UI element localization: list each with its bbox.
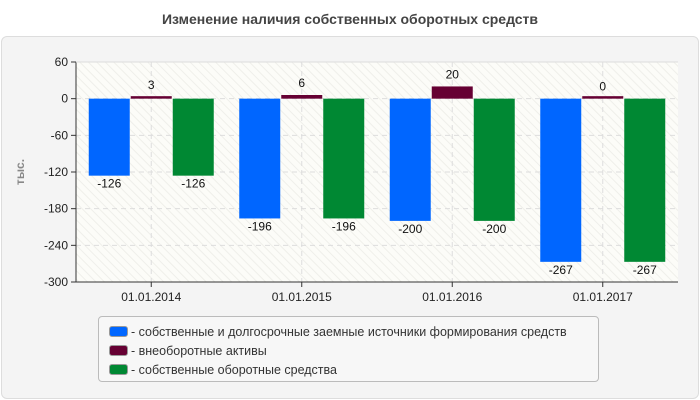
- bar: [582, 96, 624, 99]
- data-label: -126: [97, 177, 121, 191]
- bar: [172, 98, 214, 176]
- bar: [281, 95, 323, 99]
- legend-swatch: [109, 364, 128, 375]
- legend-swatch: [109, 345, 128, 356]
- legend-item: - внеоборотные активы: [109, 341, 598, 360]
- legend-item: - собственные оборотные средства: [109, 360, 598, 379]
- data-label: 20: [446, 67, 460, 81]
- y-tick-label: 0: [61, 92, 68, 106]
- bar: [431, 86, 473, 99]
- data-label: -196: [248, 219, 272, 233]
- y-tick-label: 60: [55, 55, 69, 69]
- bar: [130, 96, 172, 99]
- bar: [389, 98, 431, 221]
- bar: [540, 98, 582, 262]
- legend: - собственные и долгосрочные заемные ист…: [98, 316, 599, 382]
- bar: [473, 98, 515, 221]
- legend-label: - собственные оборотные средства: [131, 362, 337, 377]
- data-label: -267: [549, 263, 573, 277]
- x-tick-label: 01.01.2014: [121, 290, 181, 304]
- y-tick-label: -240: [44, 238, 68, 252]
- data-label: 0: [599, 80, 606, 94]
- chart-title: Изменение наличия собственных оборотных …: [161, 11, 539, 27]
- bar: [239, 98, 281, 219]
- data-label: -196: [332, 219, 356, 233]
- y-tick-label: -120: [44, 165, 68, 179]
- data-label: -267: [633, 263, 657, 277]
- x-tick-label: 01.01.2016: [422, 290, 482, 304]
- legend-swatch: [109, 326, 128, 337]
- y-tick-label: -180: [44, 202, 68, 216]
- data-label: -200: [398, 222, 422, 236]
- y-tick-label: -60: [51, 128, 69, 142]
- legend-label: - внеоборотные активы: [131, 343, 267, 358]
- y-tick-label: -300: [44, 275, 68, 289]
- legend-label: - собственные и долгосрочные заемные ист…: [131, 324, 567, 339]
- y-axis-label: тыс.: [13, 159, 27, 185]
- bar: [88, 98, 130, 176]
- x-tick-label: 01.01.2017: [573, 290, 633, 304]
- bar: [323, 98, 365, 219]
- data-label: -200: [482, 222, 506, 236]
- data-label: -126: [181, 177, 205, 191]
- x-tick-label: 01.01.2015: [272, 290, 332, 304]
- data-label: 3: [148, 78, 155, 92]
- legend-item: - собственные и долгосрочные заемные ист…: [109, 322, 598, 341]
- bar: [624, 98, 666, 262]
- data-label: 6: [298, 76, 305, 90]
